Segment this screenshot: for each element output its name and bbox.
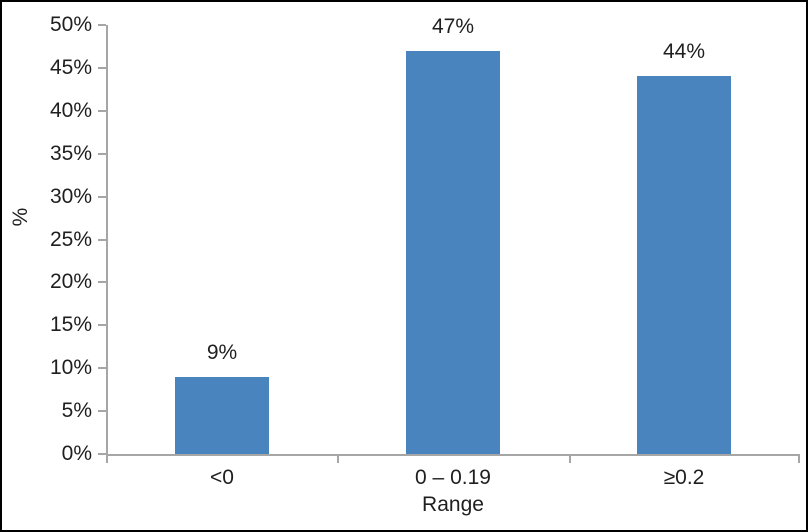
x-axis-title: Range [422,493,484,516]
y-axis-tick [98,24,106,26]
y-axis-tick [98,281,106,284]
x-axis-tick [798,454,800,463]
y-axis-tick-label: 35% [49,141,92,165]
y-axis-tick [98,238,106,241]
bar-value-label: 44% [662,40,706,63]
y-axis-tick [98,152,106,155]
bar-value-label: 9% [206,341,238,364]
y-axis-tick [98,109,106,112]
y-axis-tick-label: 0% [61,442,92,465]
x-axis-category-label: ≥0.2 [663,466,705,489]
bar-2 [406,51,500,454]
y-axis-tick-label: 50% [49,13,92,36]
x-axis-category-label: <0 [210,466,234,489]
y-axis-title: % [9,207,32,227]
y-axis-tick [98,66,106,69]
bar-value-label: 47% [431,15,475,38]
x-axis-category-label: 0 – 0.19 [415,466,491,489]
y-axis-tick-label: 40% [49,98,92,122]
y-axis-tick [98,410,106,413]
x-axis-tick [569,454,571,463]
y-axis-tick [98,453,106,455]
y-axis-tick-label: 30% [49,184,92,208]
y-axis-tick-label: 5% [61,399,92,423]
y-axis-tick-label: 45% [49,55,92,79]
bar-1 [175,377,269,454]
y-axis-tick [98,367,106,370]
y-axis-tick [98,195,106,198]
y-axis-tick [98,324,106,327]
x-axis-tick [106,454,108,463]
y-axis-tick-label: 25% [49,227,92,251]
x-axis-line [106,454,800,456]
x-axis-tick [337,454,339,463]
bar-3 [637,76,731,454]
y-axis-tick-label: 10% [49,356,92,380]
y-axis-line [106,25,108,456]
y-axis-tick-label: 20% [49,270,92,294]
y-axis-tick-label: 15% [49,313,92,337]
